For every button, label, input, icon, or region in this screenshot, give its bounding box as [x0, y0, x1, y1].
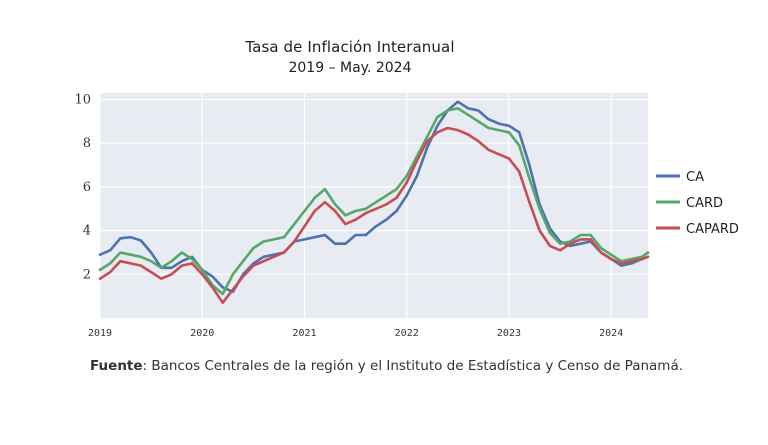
y-tick-label: 6: [83, 180, 91, 195]
x-axis-ticks: 2019 2020 2021 2022 2023 2024: [88, 328, 623, 339]
source-label: Fuente: [90, 358, 143, 374]
series-lines: [98, 100, 650, 304]
y-tick-label: 8: [83, 136, 91, 151]
legend: CA CARD CAPARD: [656, 170, 739, 237]
source-note: Fuente: Bancos Centrales de la región y …: [90, 358, 683, 374]
y-tick-label: 2: [83, 267, 91, 282]
x-tick-label: 2020: [190, 328, 214, 339]
y-tick-label: 10: [74, 93, 91, 108]
legend-label-ca: CA: [686, 170, 704, 185]
x-tick-label: 2024: [599, 328, 623, 339]
x-tick-label: 2022: [395, 328, 419, 339]
source-text: : Bancos Centrales de la región y el Ins…: [142, 358, 684, 374]
chart-title: Tasa de Inflación Interanual: [245, 38, 455, 56]
series-line-ca: [98, 100, 650, 294]
x-tick-label: 2019: [88, 328, 112, 339]
y-tick-label: 4: [83, 224, 91, 239]
x-tick-label: 2023: [497, 328, 521, 339]
series-line-capard: [98, 126, 650, 304]
plot-area: [100, 93, 648, 318]
chart-subtitle: 2019 – May. 2024: [288, 60, 412, 76]
x-tick-label: 2021: [292, 328, 316, 339]
legend-label-capard: CAPARD: [686, 222, 739, 237]
grid-lines: [99, 93, 648, 318]
legend-label-card: CARD: [686, 196, 723, 211]
y-axis-ticks: 2 4 6 8 10: [74, 93, 91, 283]
series-line-card: [98, 107, 650, 296]
